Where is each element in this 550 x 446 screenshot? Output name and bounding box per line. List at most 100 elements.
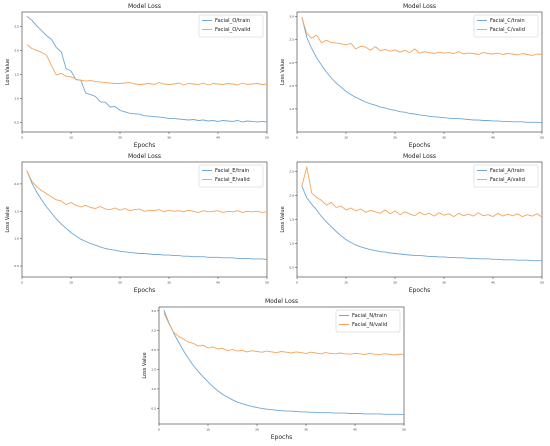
y-axis-label: Loss Value [280, 59, 286, 85]
x-axis-label: Epochs [409, 142, 431, 149]
series-line-1 [163, 312, 405, 356]
x-tick-label: 50 [540, 136, 544, 140]
x-tick-label: 10 [344, 136, 348, 140]
x-tick-label: 30 [442, 281, 446, 285]
y-tick-label: 2.0 [289, 61, 294, 65]
x-tick-label: 0 [296, 136, 298, 140]
y-axis-label: Loss Value [280, 206, 286, 232]
y-tick-label: 1.0 [289, 241, 294, 245]
chart-facial-n: Model Loss 0 10 20 30 40 50 0.5 1.0 1.5 2.0 2.5 3.0 E… [137, 295, 412, 442]
legend-box [473, 14, 539, 38]
y-tick-label: 1.5 [151, 367, 156, 371]
legend-label: Facial_C/train [490, 18, 525, 24]
x-tick-label: 20 [118, 281, 122, 285]
legend-label: Facial_O/valid [215, 27, 250, 33]
chart-svg: Model Loss 0 10 20 30 40 50 0.5 1.0 1.5 2.0 2.5 Epoc… [280, 153, 544, 294]
chart-facial-c: Model Loss 0 10 20 30 40 50 1.0 1.5 2.0 2.5 3.0 Epoc… [275, 0, 550, 150]
legend-label: Facial_A/valid [490, 177, 525, 183]
x-tick-label: 40 [491, 136, 495, 140]
chart-svg: Model Loss 0 10 20 30 40 50 1.0 1.5 2.0 2.5 3.0 Epoc… [280, 3, 544, 149]
y-tick-label: 3.0 [289, 15, 294, 19]
chart-facial-o: Model Loss 0 10 20 30 40 50 0.5 1.0 1.5 2.0 2.5 Epoc… [0, 0, 275, 150]
y-tick-label: 1.0 [14, 237, 19, 241]
x-tick-label: 40 [491, 281, 495, 285]
legend-label: Facial_C/valid [490, 27, 525, 33]
legend-label: Facial_E/valid [215, 177, 250, 183]
x-tick-label: 10 [206, 428, 210, 432]
series-line-1 [26, 44, 268, 86]
y-tick-label: 1.5 [14, 72, 19, 76]
y-tick-label: 1.0 [14, 96, 19, 100]
y-axis-label: Loss Value [5, 206, 11, 232]
x-axis-label: Epochs [134, 142, 156, 149]
legend-box [335, 309, 401, 333]
x-tick-label: 50 [402, 428, 406, 432]
series-line-0 [301, 16, 543, 124]
x-tick-label: 30 [304, 428, 308, 432]
y-tick-label: 1.0 [151, 387, 156, 391]
chart-svg: Model Loss 0 10 20 30 40 50 0.5 1.0 1.5 2.0 Epochs L… [5, 153, 269, 294]
chart-svg: Model Loss 0 10 20 30 40 50 0.5 1.0 1.5 2.0 2.5 Epoc… [5, 3, 269, 149]
x-tick-label: 20 [393, 136, 397, 140]
x-tick-label: 20 [393, 281, 397, 285]
y-tick-label: 0.5 [151, 406, 156, 410]
legend-box [198, 164, 264, 188]
y-tick-label: 1.5 [289, 218, 294, 222]
legend-box [198, 14, 264, 38]
y-tick-label: 1.0 [289, 107, 294, 111]
y-tick-label: 2.0 [151, 348, 156, 352]
y-tick-label: 0.5 [289, 265, 294, 269]
x-tick-label: 30 [167, 136, 171, 140]
chart-title: Model Loss [403, 153, 436, 160]
x-tick-label: 50 [265, 281, 269, 285]
plot-frame [21, 161, 268, 278]
legend-box [473, 164, 539, 188]
plot-frame [296, 11, 543, 133]
chart-title: Model Loss [403, 3, 436, 10]
legend-label: Facial_O/train [215, 18, 250, 24]
legend-label: Facial_A/train [490, 168, 525, 174]
x-tick-label: 0 [21, 136, 23, 140]
legend-label: Facial_E/train [215, 168, 249, 174]
x-tick-label: 0 [158, 428, 160, 432]
chart-facial-a: Model Loss 0 10 20 30 40 50 0.5 1.0 1.5 2.0 2.5 Epoc… [275, 150, 550, 295]
x-tick-label: 30 [167, 281, 171, 285]
x-tick-label: 0 [296, 281, 298, 285]
chart-facial-e: Model Loss 0 10 20 30 40 50 0.5 1.0 1.5 2.0 Epochs L… [0, 150, 275, 295]
x-axis-label: Epochs [409, 287, 431, 294]
y-axis-label: Loss Value [142, 352, 148, 378]
y-tick-label: 2.5 [289, 170, 294, 174]
chart-title: Model Loss [128, 153, 161, 160]
chart-title: Model Loss [265, 298, 298, 305]
x-tick-label: 50 [265, 136, 269, 140]
series-line-1 [301, 166, 543, 218]
y-tick-label: 1.5 [289, 84, 294, 88]
x-tick-label: 20 [118, 136, 122, 140]
x-tick-label: 10 [69, 136, 73, 140]
y-tick-label: 2.5 [14, 24, 19, 28]
series-line-0 [301, 185, 542, 262]
plot-frame [21, 11, 268, 133]
y-axis-label: Loss Value [5, 59, 11, 85]
series-line-0 [163, 309, 405, 416]
chart-title: Model Loss [128, 3, 161, 10]
x-axis-label: Epochs [134, 287, 156, 294]
y-tick-label: 0.5 [14, 120, 19, 124]
x-tick-label: 40 [216, 136, 220, 140]
y-tick-label: 3.0 [151, 309, 156, 313]
x-tick-label: 10 [69, 281, 73, 285]
series-line-1 [301, 17, 543, 56]
series-line-0 [26, 170, 268, 260]
x-tick-label: 50 [540, 281, 544, 285]
x-tick-label: 0 [21, 281, 23, 285]
y-tick-label: 2.0 [14, 182, 19, 186]
plot-frame [158, 306, 405, 425]
chart-svg: Model Loss 0 10 20 30 40 50 0.5 1.0 1.5 2.0 2.5 3.0 E… [142, 298, 406, 441]
y-tick-label: 2.0 [289, 194, 294, 198]
x-tick-label: 40 [216, 281, 220, 285]
x-axis-label: Epochs [271, 434, 293, 441]
y-tick-label: 1.5 [14, 209, 19, 213]
x-tick-label: 30 [442, 136, 446, 140]
legend-label: Facial_N/valid [352, 322, 387, 328]
x-tick-label: 20 [255, 428, 259, 432]
